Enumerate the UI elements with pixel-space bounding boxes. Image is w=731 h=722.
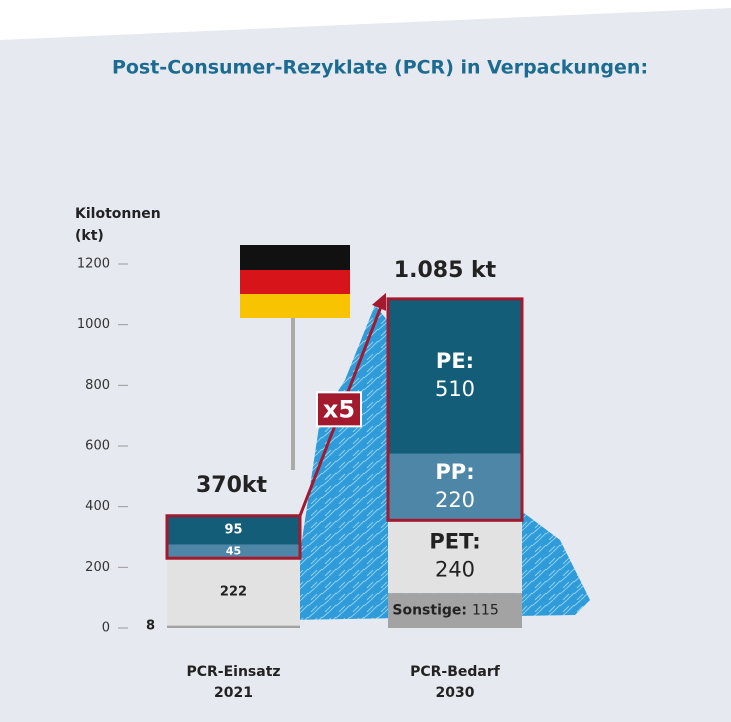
value-label: 220: [435, 488, 475, 512]
segment-name: PET:: [429, 530, 480, 554]
y-tick-label: 0: [102, 621, 110, 636]
value-label: 222: [220, 584, 247, 599]
segment-name: PP:: [435, 460, 474, 484]
flag-stripe: [240, 245, 350, 270]
flag-stripe: [240, 294, 350, 318]
total-label: 1.085 kt: [394, 258, 497, 283]
y-tick-label: 1000: [77, 317, 110, 332]
value-label: 45: [226, 544, 241, 557]
annotation: x5: [323, 395, 355, 423]
y-tick-label: 400: [85, 499, 110, 514]
y-tick-label: 200: [85, 560, 110, 575]
segment-name: PE:: [436, 349, 474, 373]
y-tick-label: 1200: [77, 257, 110, 272]
value-label: 95: [224, 523, 242, 538]
value-label: 8: [146, 619, 155, 634]
value-label: 240: [435, 558, 475, 582]
y-tick-label: 600: [85, 439, 110, 454]
flag-stripe: [240, 270, 350, 294]
chart: Post-Consumer-Rezyklate (PCR) in Verpack…: [0, 0, 731, 722]
y-tick-label: 800: [85, 378, 110, 393]
x-tick-label: PCR-Bedarf: [410, 664, 501, 680]
x-tick-label: 2030: [436, 685, 475, 701]
segment-name: Sonstige:: [392, 603, 467, 619]
value-label: 115: [472, 603, 499, 619]
total-label: 370kt: [196, 473, 268, 498]
chart-title: Post-Consumer-Rezyklate (PCR) in Verpack…: [112, 57, 648, 79]
value-label: 510: [435, 377, 475, 401]
bar-segment: [167, 626, 300, 628]
x-tick-label: PCR-Einsatz: [186, 664, 280, 680]
x-tick-label: 2021: [214, 685, 253, 701]
bar-segment: [388, 299, 522, 454]
y-axis-label: (kt): [75, 228, 104, 244]
y-axis-label: Kilotonnen: [75, 206, 161, 222]
